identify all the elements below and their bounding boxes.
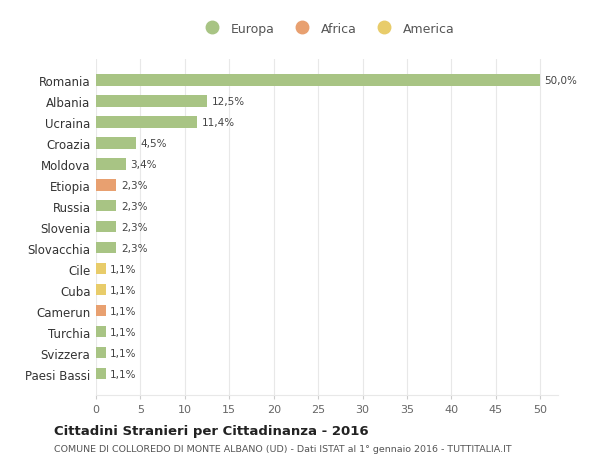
Text: 3,4%: 3,4% <box>131 159 157 169</box>
Text: 1,1%: 1,1% <box>110 306 137 316</box>
Text: 50,0%: 50,0% <box>545 76 578 86</box>
Text: 1,1%: 1,1% <box>110 264 137 274</box>
Bar <box>96 263 106 275</box>
Bar <box>96 284 106 296</box>
Text: 1,1%: 1,1% <box>110 327 137 337</box>
Text: Cittadini Stranieri per Cittadinanza - 2016: Cittadini Stranieri per Cittadinanza - 2… <box>54 424 368 437</box>
Text: 2,3%: 2,3% <box>121 243 148 253</box>
Bar <box>96 221 116 233</box>
Text: 11,4%: 11,4% <box>202 118 235 128</box>
Bar <box>96 117 197 128</box>
Bar <box>96 368 106 380</box>
Bar <box>96 75 540 86</box>
Text: 1,1%: 1,1% <box>110 285 137 295</box>
Bar <box>96 242 116 254</box>
Bar <box>96 159 126 170</box>
Text: 2,3%: 2,3% <box>121 180 148 190</box>
Legend: Europa, Africa, America: Europa, Africa, America <box>196 19 458 39</box>
Bar <box>96 305 106 317</box>
Text: 4,5%: 4,5% <box>140 139 167 148</box>
Text: COMUNE DI COLLOREDO DI MONTE ALBANO (UD) - Dati ISTAT al 1° gennaio 2016 - TUTTI: COMUNE DI COLLOREDO DI MONTE ALBANO (UD)… <box>54 444 512 453</box>
Text: 2,3%: 2,3% <box>121 202 148 211</box>
Bar <box>96 96 207 107</box>
Bar <box>96 201 116 212</box>
Bar <box>96 347 106 358</box>
Text: 12,5%: 12,5% <box>212 96 245 106</box>
Bar <box>96 326 106 338</box>
Text: 2,3%: 2,3% <box>121 222 148 232</box>
Text: 1,1%: 1,1% <box>110 348 137 358</box>
Bar <box>96 179 116 191</box>
Text: 1,1%: 1,1% <box>110 369 137 379</box>
Bar <box>96 138 136 149</box>
